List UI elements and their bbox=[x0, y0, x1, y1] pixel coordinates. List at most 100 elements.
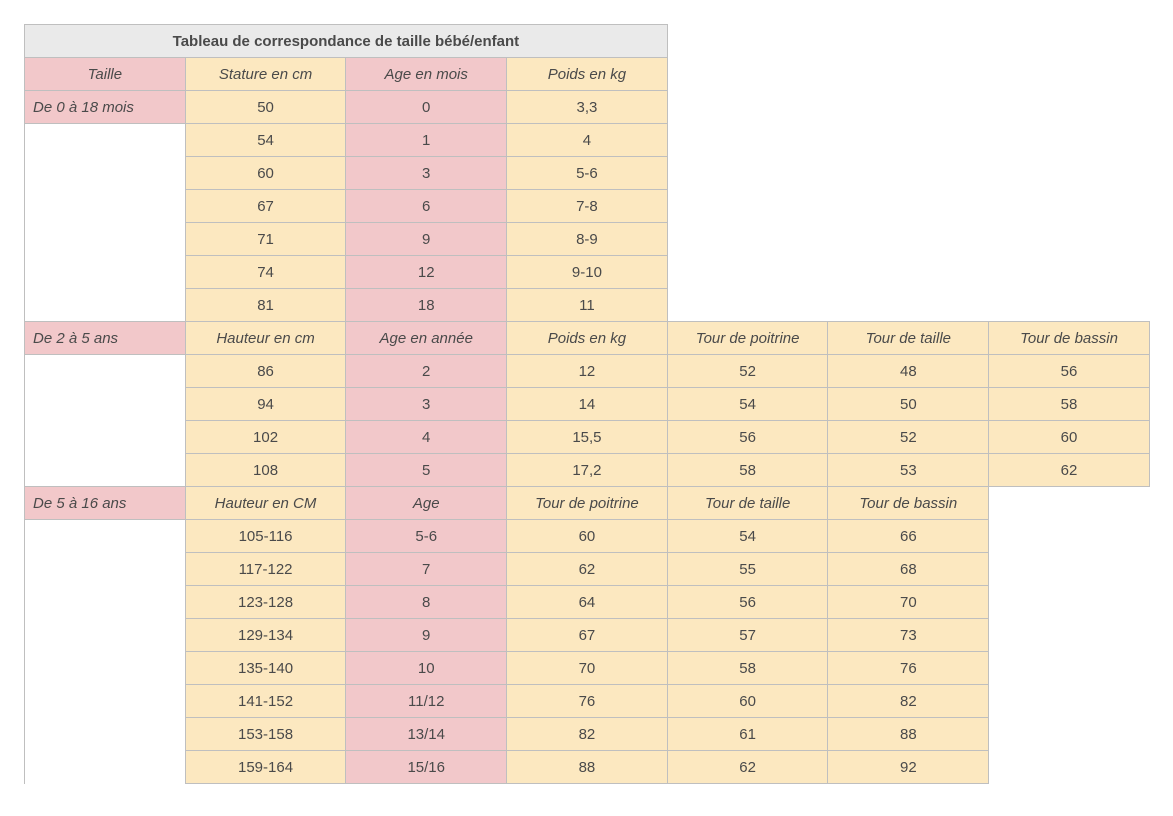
cell: Poids en kg bbox=[507, 322, 668, 355]
cell: 82 bbox=[828, 685, 989, 718]
cell: 108 bbox=[185, 454, 346, 487]
cell: 62 bbox=[507, 553, 668, 586]
blank bbox=[25, 355, 186, 487]
cell: 3,3 bbox=[507, 91, 668, 124]
blank bbox=[25, 520, 186, 784]
cell: 60 bbox=[185, 157, 346, 190]
cell: 76 bbox=[507, 685, 668, 718]
cell: Tour de bassin bbox=[989, 322, 1150, 355]
cell: 58 bbox=[667, 652, 828, 685]
cell: 71 bbox=[185, 223, 346, 256]
cell: Tour de taille bbox=[828, 322, 989, 355]
cell: 102 bbox=[185, 421, 346, 454]
cell: 57 bbox=[667, 619, 828, 652]
cell: 4 bbox=[507, 124, 668, 157]
cell: Age bbox=[346, 487, 507, 520]
cell: Hauteur en CM bbox=[185, 487, 346, 520]
cell: 55 bbox=[667, 553, 828, 586]
cell: 135-140 bbox=[185, 652, 346, 685]
cell: 5-6 bbox=[346, 520, 507, 553]
cell: 3 bbox=[346, 157, 507, 190]
cell: Taille bbox=[25, 58, 186, 91]
cell: 53 bbox=[828, 454, 989, 487]
cell: 92 bbox=[828, 751, 989, 784]
cell: 12 bbox=[346, 256, 507, 289]
cell: 17,2 bbox=[507, 454, 668, 487]
cell: 62 bbox=[667, 751, 828, 784]
cell: 159-164 bbox=[185, 751, 346, 784]
section-heading: De 0 à 18 mois bbox=[25, 91, 186, 124]
cell: 54 bbox=[185, 124, 346, 157]
cell: 58 bbox=[667, 454, 828, 487]
cell: 50 bbox=[828, 388, 989, 421]
cell: 60 bbox=[667, 685, 828, 718]
blank bbox=[25, 124, 186, 322]
cell: 7-8 bbox=[507, 190, 668, 223]
cell: 11/12 bbox=[346, 685, 507, 718]
cell: 11 bbox=[507, 289, 668, 322]
cell: 50 bbox=[185, 91, 346, 124]
cell: 5 bbox=[346, 454, 507, 487]
cell: 9 bbox=[346, 619, 507, 652]
cell: Age en mois bbox=[346, 58, 507, 91]
table-title: Tableau de correspondance de taille bébé… bbox=[25, 25, 668, 58]
cell: 67 bbox=[185, 190, 346, 223]
cell: 56 bbox=[667, 586, 828, 619]
cell: Age en année bbox=[346, 322, 507, 355]
cell: 74 bbox=[185, 256, 346, 289]
cell: 2 bbox=[346, 355, 507, 388]
cell: 68 bbox=[828, 553, 989, 586]
cell: 67 bbox=[507, 619, 668, 652]
cell: 81 bbox=[185, 289, 346, 322]
cell: 1 bbox=[346, 124, 507, 157]
cell: 86 bbox=[185, 355, 346, 388]
cell: 4 bbox=[346, 421, 507, 454]
cell: 129-134 bbox=[185, 619, 346, 652]
cell: 70 bbox=[507, 652, 668, 685]
cell: 8-9 bbox=[507, 223, 668, 256]
cell: 73 bbox=[828, 619, 989, 652]
cell: Stature en cm bbox=[185, 58, 346, 91]
cell: 52 bbox=[667, 355, 828, 388]
cell: 15/16 bbox=[346, 751, 507, 784]
cell: 94 bbox=[185, 388, 346, 421]
cell: 18 bbox=[346, 289, 507, 322]
cell: 70 bbox=[828, 586, 989, 619]
cell: 82 bbox=[507, 718, 668, 751]
cell: 54 bbox=[667, 520, 828, 553]
cell: 88 bbox=[828, 718, 989, 751]
cell: 5-6 bbox=[507, 157, 668, 190]
cell: 76 bbox=[828, 652, 989, 685]
cell: 9-10 bbox=[507, 256, 668, 289]
cell: 62 bbox=[989, 454, 1150, 487]
cell: 88 bbox=[507, 751, 668, 784]
cell: 153-158 bbox=[185, 718, 346, 751]
section-heading: De 2 à 5 ans bbox=[25, 322, 186, 355]
cell: 9 bbox=[346, 223, 507, 256]
cell: Tour de bassin bbox=[828, 487, 989, 520]
cell: 6 bbox=[346, 190, 507, 223]
cell: 60 bbox=[989, 421, 1150, 454]
cell: 52 bbox=[828, 421, 989, 454]
cell: 56 bbox=[989, 355, 1150, 388]
cell: 10 bbox=[346, 652, 507, 685]
cell: 13/14 bbox=[346, 718, 507, 751]
cell: 141-152 bbox=[185, 685, 346, 718]
cell: 54 bbox=[667, 388, 828, 421]
cell: Tour de taille bbox=[667, 487, 828, 520]
cell: 8 bbox=[346, 586, 507, 619]
cell: 7 bbox=[346, 553, 507, 586]
cell: 15,5 bbox=[507, 421, 668, 454]
size-chart-table: Tableau de correspondance de taille bébé… bbox=[24, 24, 1150, 784]
cell: 123-128 bbox=[185, 586, 346, 619]
cell: 12 bbox=[507, 355, 668, 388]
cell: Tour de poitrine bbox=[667, 322, 828, 355]
cell: 56 bbox=[667, 421, 828, 454]
cell: Tour de poitrine bbox=[507, 487, 668, 520]
cell: 3 bbox=[346, 388, 507, 421]
cell: 60 bbox=[507, 520, 668, 553]
cell: 61 bbox=[667, 718, 828, 751]
cell: 58 bbox=[989, 388, 1150, 421]
cell: 64 bbox=[507, 586, 668, 619]
cell: 117-122 bbox=[185, 553, 346, 586]
